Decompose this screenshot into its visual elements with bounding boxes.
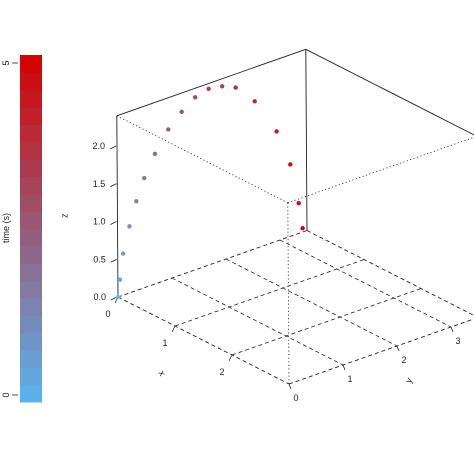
- colorbar-band: [20, 107, 42, 125]
- floor-grid-x-1: [174, 259, 365, 327]
- box-edge-front-left-hidden: [287, 202, 290, 385]
- box-edge-top-left-hidden: [116, 115, 288, 204]
- colorbar-band: [20, 72, 42, 91]
- x-tick-label-2: 2: [219, 367, 224, 377]
- colorbar-min-label: 0: [1, 392, 11, 397]
- y-tick-label-2: 2: [401, 355, 406, 365]
- y-tick-mark-2: [396, 345, 400, 352]
- data-point-6: [152, 151, 158, 157]
- box-edge-top-front-hidden: [287, 136, 474, 204]
- x-tick-mark-2: [228, 354, 233, 362]
- data-point-1: [117, 277, 123, 282]
- z-axis-title: z: [59, 213, 69, 218]
- y-tick-label-1: 1: [347, 374, 352, 384]
- z-tick-label-2.0: 2.0: [92, 141, 105, 151]
- colorbar-band: [20, 228, 42, 247]
- data-point-11: [219, 84, 225, 89]
- data-point-2: [120, 251, 126, 256]
- data-point-5: [142, 175, 147, 181]
- colorbar-band: [20, 193, 42, 212]
- colorbar-band: [20, 315, 42, 334]
- z-tick-mark-2.0: [109, 145, 117, 150]
- y-tick-label-0: 0: [293, 393, 298, 403]
- colorbar-band: [20, 367, 42, 386]
- floor-edge-x: [117, 296, 290, 385]
- z-tick-label-1.5: 1.5: [93, 179, 106, 189]
- colorbar-band: [20, 297, 42, 316]
- z-tick-mark-0.5: [110, 258, 117, 263]
- floor-edge-right: [306, 230, 474, 316]
- floor-grid-x-2: [231, 288, 422, 356]
- data-point-14: [274, 129, 279, 134]
- colorbar-band: [20, 263, 42, 282]
- x-tick-mark-1: [171, 325, 176, 333]
- data-point-17: [300, 226, 305, 231]
- colorbar: 5 0 time (s): [1, 55, 42, 403]
- y-tick-mark-0: [288, 383, 292, 390]
- floor-edge-y: [117, 230, 308, 298]
- x-tick-label-0: 0: [105, 309, 110, 319]
- colorbar-max-label: 5: [1, 60, 11, 65]
- colorbar-band: [20, 384, 42, 403]
- floor-grid-y-3: [279, 239, 452, 328]
- data-point-3: [127, 224, 132, 229]
- data-point-8: [179, 109, 184, 115]
- data-point-9: [192, 95, 198, 100]
- colorbar-band: [20, 349, 42, 368]
- colorbar-bands: [20, 55, 42, 403]
- data-point-12: [233, 85, 238, 90]
- z-tick-label-0.0: 0.0: [93, 292, 106, 302]
- y-tick-mark-3: [450, 326, 454, 333]
- y-axis-title: y: [403, 376, 414, 385]
- y-tick-mark-1: [342, 364, 346, 371]
- z-tick-label-1.0: 1.0: [93, 217, 106, 227]
- data-point-16: [296, 200, 301, 206]
- colorbar-band: [20, 245, 42, 264]
- x-axis-title: x: [157, 369, 168, 378]
- data-points: [115, 84, 305, 300]
- y-tick-label-3: 3: [455, 336, 460, 346]
- z-tick-label-0.5: 0.5: [93, 254, 106, 264]
- x-tick-label-1: 1: [162, 338, 167, 348]
- box-edge-top-right: [305, 48, 474, 136]
- floor-edge-front: [288, 318, 474, 385]
- floor-grid-y-1: [171, 277, 344, 366]
- data-point-15: [288, 162, 293, 167]
- colorbar-band: [20, 332, 42, 351]
- box-edge-top-back: [116, 48, 306, 117]
- z-tick-mark-1.5: [110, 183, 117, 188]
- data-point-4: [134, 199, 139, 204]
- colorbar-band: [20, 89, 42, 108]
- data-point-7: [166, 127, 171, 132]
- data-point-10: [206, 86, 211, 91]
- colorbar-band: [20, 280, 42, 299]
- floor-grid-y-2: [225, 258, 398, 347]
- data-point-13: [252, 99, 257, 104]
- colorbar-band: [20, 55, 42, 73]
- colorbar-title: time (s): [1, 213, 11, 243]
- colorbar-band: [20, 211, 42, 229]
- colorbar-band: [20, 141, 42, 160]
- box-edge-back-left: [116, 115, 119, 298]
- colorbar-band: [20, 176, 42, 195]
- colorbar-band: [20, 159, 42, 177]
- plot-axes: 0.0 0.5 1.0 1.5 2.0 z 0 1 2 x 0 1 2 3 y: [59, 141, 460, 403]
- data-point-0: [115, 294, 121, 300]
- colorbar-band: [20, 124, 42, 143]
- box-edge-back-right: [305, 49, 308, 231]
- plot-box: [116, 48, 474, 385]
- z-tick-mark-1.0: [110, 221, 117, 225]
